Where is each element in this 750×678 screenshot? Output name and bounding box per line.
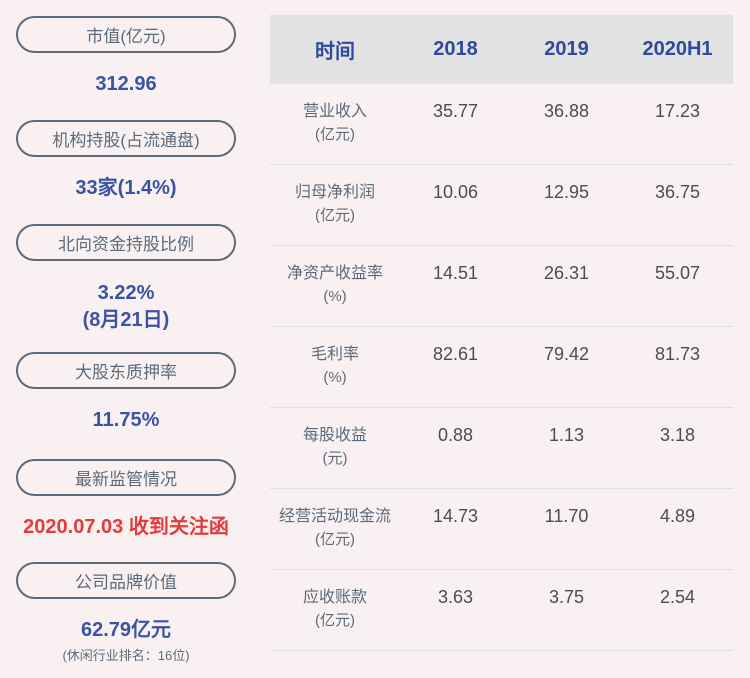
table-row-gross-margin: 毛利率 (%) 82.61 79.42 81.73 <box>270 327 733 408</box>
stat-institutional-holdings: 机构持股(占流通盘) 33家(1.4%) <box>0 120 252 202</box>
cell-2019: 79.42 <box>543 344 590 364</box>
cell-2019: 12.95 <box>543 182 590 202</box>
stat-note-industry-rank: (休闲行业排名：16位) <box>62 648 190 663</box>
col-header-time: 时间 <box>315 41 355 63</box>
stat-pill-institutional-holdings: 机构持股(占流通盘) <box>16 120 236 157</box>
row-unit: (%) <box>323 369 347 386</box>
stat-value-brand-value: 62.79亿元 <box>80 619 172 641</box>
cell-2018: 35.77 <box>432 101 479 121</box>
row-unit: (亿元) <box>315 207 355 224</box>
stat-pill-regulatory-status: 最新监管情况 <box>16 459 236 496</box>
row-unit: (亿元) <box>315 126 355 143</box>
col-header-2020h1: 2020H1 <box>642 38 713 60</box>
stat-pill-pledge-ratio: 大股东质押率 <box>16 352 236 389</box>
cell-2019: 11.70 <box>544 506 589 526</box>
cell-2019: 26.31 <box>543 263 590 283</box>
cell-2020h1: 2.54 <box>659 587 696 607</box>
cell-2020h1: 17.23 <box>654 101 701 121</box>
cell-2019: 1.13 <box>548 425 585 445</box>
col-header-2019: 2019 <box>544 38 589 60</box>
row-label: 毛利率 <box>310 346 359 363</box>
stat-northbound-holdings: 北向资金持股比例 3.22% (8月21日) <box>0 224 252 334</box>
stat-value-pledge-ratio: 11.75% <box>92 409 160 431</box>
table-row-eps: 每股收益 (元) 0.88 1.13 3.18 <box>270 408 733 489</box>
table-row-revenue: 营业收入 (亿元) 35.77 36.88 17.23 <box>270 84 733 165</box>
stat-brand-value: 公司品牌价值 62.79亿元 (休闲行业排名：16位) <box>0 562 252 665</box>
stat-label: 北向资金持股比例 <box>58 235 194 254</box>
row-label: 应收账款 <box>302 589 367 606</box>
stat-regulatory-status: 最新监管情况 2020.07.03 收到关注函 <box>0 459 252 541</box>
table-row-accounts-receivable: 应收账款 (亿元) 3.63 3.75 2.54 <box>270 570 733 651</box>
stat-pill-brand-value: 公司品牌价值 <box>16 562 236 599</box>
row-label: 营业收入 <box>302 103 367 120</box>
stat-market-cap: 市值(亿元) 312.96 <box>0 16 252 98</box>
cell-2018: 14.51 <box>432 263 479 283</box>
stat-value-regulatory-status: 2020.07.03 收到关注函 <box>23 516 229 538</box>
cell-2019: 36.88 <box>543 101 590 121</box>
cell-2018: 10.06 <box>432 182 479 202</box>
stat-value-institutional-holdings: 33家(1.4%) <box>75 177 177 199</box>
stat-pledge-ratio: 大股东质押率 11.75% <box>0 352 252 434</box>
row-unit: (亿元) <box>315 531 355 548</box>
stat-pill-northbound-holdings: 北向资金持股比例 <box>16 224 236 261</box>
cell-2018: 14.73 <box>432 506 479 526</box>
row-label: 每股收益 <box>302 427 367 444</box>
financials-table: 时间 2018 2019 2020H1 营业收入 (亿元) 35.77 36.8… <box>270 15 733 651</box>
stat-label: 市值(亿元) <box>86 27 166 46</box>
cell-2018: 82.61 <box>432 344 479 364</box>
cell-2018: 0.88 <box>437 425 474 445</box>
row-unit: (亿元) <box>315 612 355 629</box>
stat-value-line1: 3.22% <box>97 282 155 304</box>
stat-value-line2: (8月21日) <box>82 309 170 331</box>
cell-2019: 3.75 <box>548 587 585 607</box>
stat-pill-market-cap: 市值(亿元) <box>16 16 236 53</box>
stat-value-market-cap: 312.96 <box>95 73 157 95</box>
row-label: 经营活动现金流 <box>278 508 391 525</box>
stat-label: 公司品牌价值 <box>75 573 177 592</box>
stat-label: 机构持股(占流通盘) <box>52 131 200 150</box>
cell-2020h1: 81.73 <box>654 344 701 364</box>
row-unit: (元) <box>322 450 348 467</box>
stat-sidebar: 市值(亿元) 312.96 机构持股(占流通盘) 33家(1.4%) 北向资金持… <box>0 0 252 678</box>
cell-2020h1: 3.18 <box>659 425 696 445</box>
row-label: 净资产收益率 <box>286 265 383 282</box>
cell-2020h1: 36.75 <box>654 182 701 202</box>
stat-label: 大股东质押率 <box>75 363 177 382</box>
row-label: 归母净利润 <box>294 184 375 201</box>
row-unit: (%) <box>323 288 347 305</box>
table-row-net-profit: 归母净利润 (亿元) 10.06 12.95 36.75 <box>270 165 733 246</box>
stat-value-northbound-holdings: 3.22% (8月21日) <box>0 280 252 334</box>
stat-label: 最新监管情况 <box>75 470 177 489</box>
cell-2020h1: 55.07 <box>654 263 701 283</box>
col-header-2018: 2018 <box>433 38 478 60</box>
table-row-operating-cashflow: 经营活动现金流 (亿元) 14.73 11.70 4.89 <box>270 489 733 570</box>
table-row-roe: 净资产收益率 (%) 14.51 26.31 55.07 <box>270 246 733 327</box>
cell-2018: 3.63 <box>437 587 474 607</box>
table-header-row: 时间 2018 2019 2020H1 <box>270 15 733 84</box>
cell-2020h1: 4.89 <box>659 506 696 526</box>
